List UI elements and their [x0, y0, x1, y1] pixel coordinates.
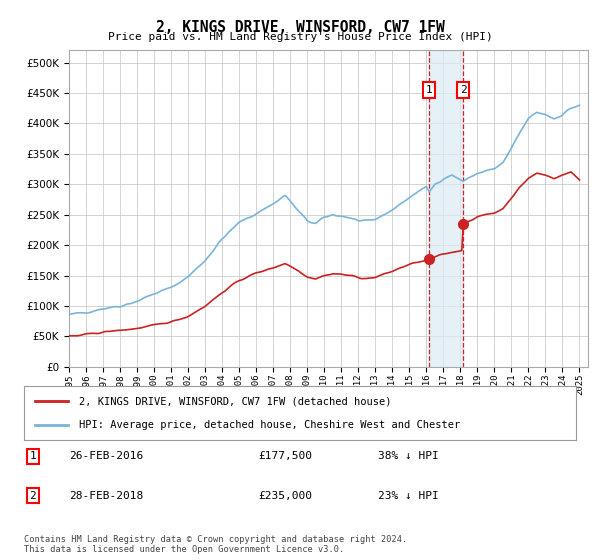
Bar [429, 50, 463, 367]
Text: 38% ↓ HPI: 38% ↓ HPI [378, 451, 439, 461]
Text: Price paid vs. HM Land Registry's House Price Index (HPI): Price paid vs. HM Land Registry's House … [107, 32, 493, 43]
Text: HPI: Average price, detached house, Cheshire West and Chester: HPI: Average price, detached house, Ches… [79, 419, 460, 430]
Text: Contains HM Land Registry data © Crown copyright and database right 2024.
This d: Contains HM Land Registry data © Crown c… [24, 535, 407, 554]
Text: 2, KINGS DRIVE, WINSFORD, CW7 1FW (detached house): 2, KINGS DRIVE, WINSFORD, CW7 1FW (detac… [79, 396, 392, 407]
Text: 2: 2 [460, 85, 467, 95]
Text: £177,500: £177,500 [258, 451, 312, 461]
Text: 1: 1 [29, 451, 37, 461]
Text: 28-FEB-2018: 28-FEB-2018 [69, 491, 143, 501]
Text: 2: 2 [29, 491, 37, 501]
Text: £235,000: £235,000 [258, 491, 312, 501]
Text: 1: 1 [425, 85, 433, 95]
Text: 2, KINGS DRIVE, WINSFORD, CW7 1FW: 2, KINGS DRIVE, WINSFORD, CW7 1FW [155, 20, 445, 35]
Text: 23% ↓ HPI: 23% ↓ HPI [378, 491, 439, 501]
Text: 26-FEB-2016: 26-FEB-2016 [69, 451, 143, 461]
